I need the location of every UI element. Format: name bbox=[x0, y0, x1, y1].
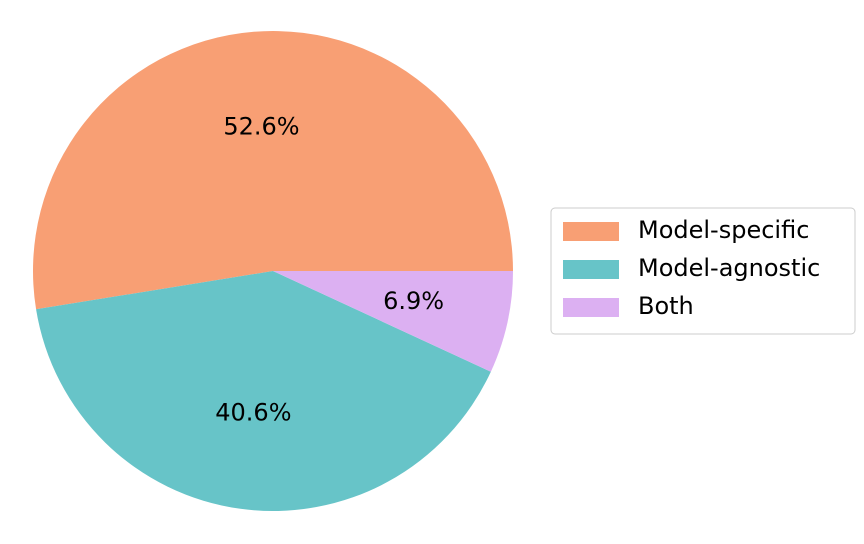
slice-label: 40.6% bbox=[215, 399, 291, 427]
legend-label: Model-specific bbox=[638, 216, 809, 244]
legend-label: Both bbox=[638, 292, 694, 320]
slice-label: 52.6% bbox=[223, 112, 299, 140]
pie-slice bbox=[273, 271, 513, 372]
legend-swatch bbox=[563, 260, 619, 279]
legend-swatch bbox=[563, 298, 619, 317]
legend-swatch bbox=[563, 222, 619, 241]
pie-slice bbox=[36, 271, 491, 512]
legend-label: Model-agnostic bbox=[638, 254, 820, 282]
pie-slice bbox=[33, 31, 513, 310]
legend-box bbox=[550, 207, 856, 335]
slice-label: 6.9% bbox=[383, 287, 444, 315]
